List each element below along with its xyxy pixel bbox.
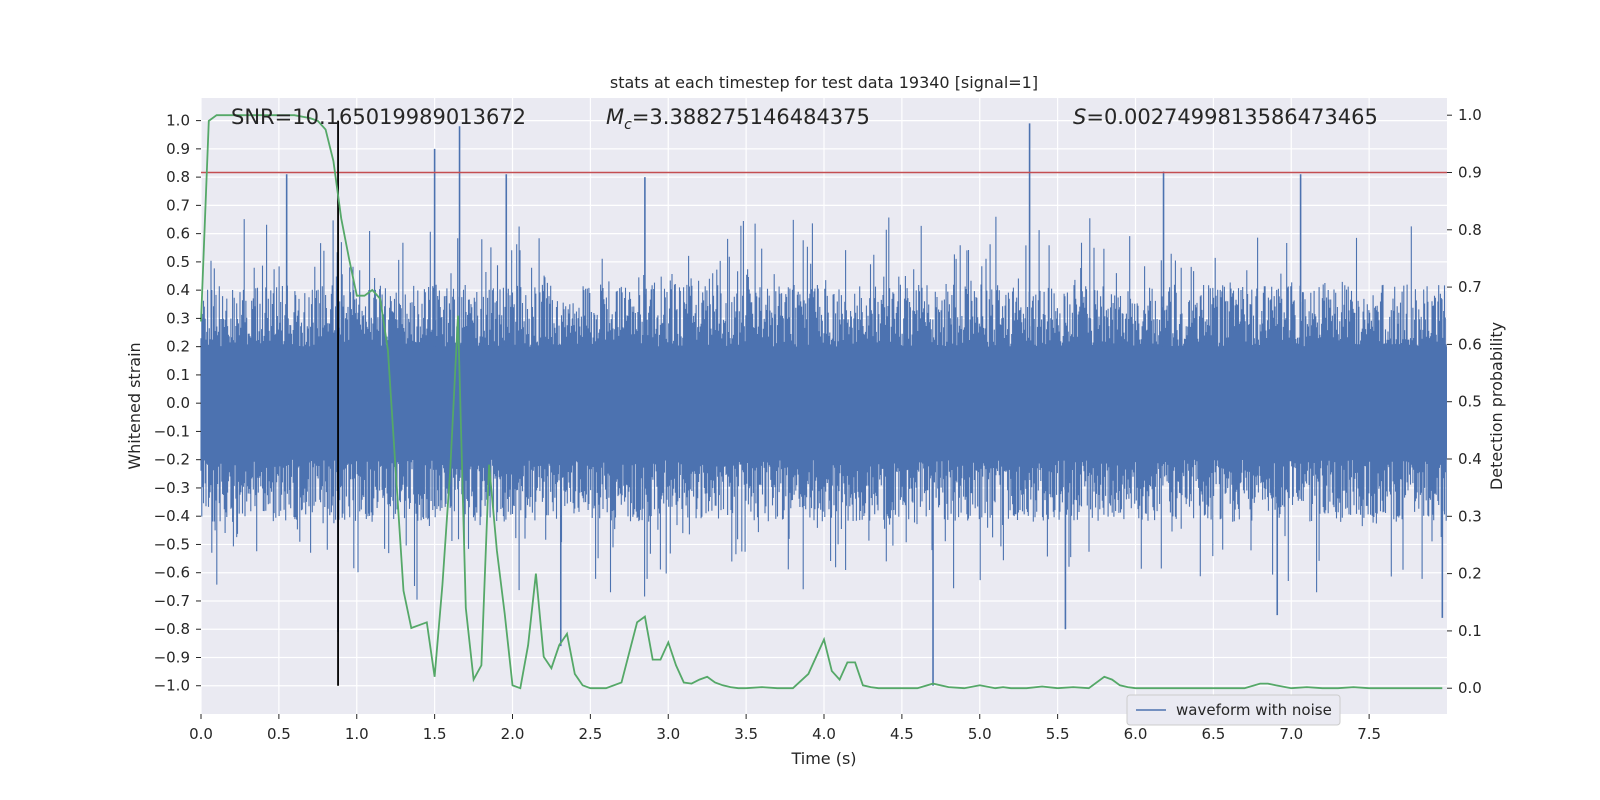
y-right-tick-label: 1.0	[1458, 106, 1482, 124]
x-axis-label: Time (s)	[790, 749, 856, 768]
y-left-tick-label: −1.0	[154, 677, 190, 695]
y-left-tick-label: 1.0	[166, 112, 190, 130]
y-left-tick-label: −0.7	[154, 592, 190, 610]
legend-box	[1126, 694, 1341, 726]
y-left-tick-label: 0.4	[166, 281, 190, 299]
y-axis-right-label: Detection probability	[1487, 322, 1506, 490]
y-left-tick-label: −0.3	[154, 479, 190, 497]
s-symbol: S	[1073, 105, 1086, 129]
x-tick-label: 7.0	[1279, 725, 1303, 743]
y-axis-right: 1.0 0.9 0.8 0.7 0.6 0.5 0.4 0.3 0.2 0.1 0.0	[1447, 106, 1482, 697]
y-left-tick-label: −0.1	[154, 422, 190, 440]
y-right-tick-label: 0.9	[1458, 163, 1482, 181]
x-tick-label: 7.5	[1357, 725, 1381, 743]
snr-annotation: SNR=10.165019989013672	[231, 105, 526, 129]
chart-title: stats at each timestep for test data 193…	[610, 73, 1038, 92]
y-left-tick-label: −0.5	[154, 535, 190, 553]
x-tick-label: 4.5	[890, 725, 914, 743]
legend: waveform with noise	[1126, 694, 1341, 726]
x-tick-label: 5.5	[1046, 725, 1070, 743]
y-left-tick-label: −0.8	[154, 620, 190, 638]
y-left-tick-label: −0.6	[154, 564, 190, 582]
mc-value: =3.388275146484375	[632, 105, 870, 129]
mc-symbol: M	[606, 105, 624, 129]
x-tick-label: 5.0	[968, 725, 992, 743]
x-tick-label: 2.5	[578, 725, 602, 743]
y-left-tick-label: 0.1	[166, 366, 190, 384]
y-right-tick-label: 0.3	[1458, 507, 1482, 525]
x-tick-label: 0.0	[189, 725, 213, 743]
y-left-tick-label: 0.7	[166, 196, 190, 214]
y-left-tick-label: −0.2	[154, 451, 190, 469]
legend-label: waveform with noise	[1176, 701, 1332, 719]
x-tick-label: 3.0	[656, 725, 680, 743]
x-tick-label: 1.0	[345, 725, 369, 743]
x-tick-label: 6.5	[1201, 725, 1225, 743]
s-value: =0.0027499813586473465	[1086, 105, 1378, 129]
y-right-tick-label: 0.7	[1458, 278, 1482, 296]
y-left-tick-label: 0.8	[166, 168, 190, 186]
y-left-tick-label: 0.2	[166, 338, 190, 356]
x-tick-label: 2.0	[501, 725, 525, 743]
s-annotation: S=0.0027499813586473465	[1073, 105, 1378, 129]
y-left-tick-label: 0.5	[166, 253, 190, 271]
y-left-tick-label: −0.4	[154, 507, 190, 525]
y-right-tick-label: 0.2	[1458, 565, 1482, 583]
y-right-tick-label: 0.1	[1458, 622, 1482, 640]
y-left-tick-label: 0.3	[166, 309, 190, 327]
waveform-series	[200, 123, 1447, 686]
y-right-tick-label: 0.6	[1458, 335, 1482, 353]
x-tick-label: 3.5	[734, 725, 758, 743]
y-left-tick-label: 0.6	[166, 225, 190, 243]
x-tick-label: 0.5	[267, 725, 291, 743]
x-axis: 0.0 0.5 1.0 1.5 2.0 2.5 3.0 3.5 4.0 4.5 5.0 5.5 6.0 6…	[189, 714, 1381, 743]
chirp-mass-annotation: Mc=3.388275146484375	[606, 105, 870, 133]
x-tick-label: 4.0	[812, 725, 836, 743]
x-tick-label: 6.0	[1124, 725, 1148, 743]
y-right-tick-label: 0.4	[1458, 450, 1482, 468]
y-left-tick-label: 0.0	[166, 394, 190, 412]
y-right-tick-label: 0.5	[1458, 393, 1482, 411]
y-axis-left: 1.0 0.9 0.8 0.7 0.6 0.5 0.4 0.3 0.2 0.1 0.0 −0.1 −0.…	[154, 112, 201, 695]
y-right-tick-label: 0.8	[1458, 221, 1482, 239]
waveform-core	[201, 346, 1447, 460]
y-right-tick-label: 0.0	[1458, 679, 1482, 697]
y-axis-left-label: Whitened strain	[125, 342, 144, 469]
y-left-tick-label: −0.9	[154, 648, 190, 666]
y-left-tick-label: 0.9	[166, 140, 190, 158]
detection-probability-line	[200, 114, 1443, 690]
mc-subscript: c	[624, 117, 632, 133]
x-tick-label: 1.5	[423, 725, 447, 743]
